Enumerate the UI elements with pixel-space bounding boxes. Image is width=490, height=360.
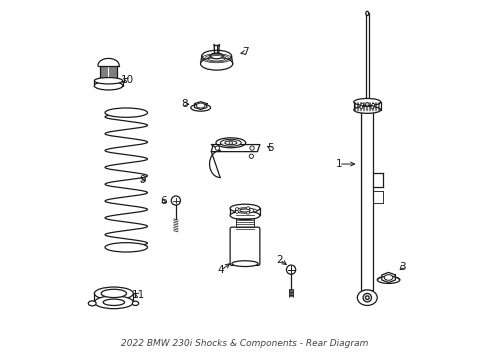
Circle shape — [246, 211, 249, 214]
Ellipse shape — [377, 276, 400, 283]
Circle shape — [236, 211, 239, 213]
Circle shape — [172, 196, 180, 205]
Ellipse shape — [230, 211, 260, 220]
Ellipse shape — [354, 106, 381, 113]
Ellipse shape — [191, 104, 211, 111]
Ellipse shape — [103, 299, 124, 306]
Ellipse shape — [196, 103, 205, 108]
Ellipse shape — [95, 287, 133, 300]
Ellipse shape — [210, 53, 223, 59]
Text: 7: 7 — [242, 48, 248, 57]
Circle shape — [361, 103, 364, 106]
Ellipse shape — [105, 243, 147, 252]
Text: 5: 5 — [267, 143, 274, 153]
Text: 3: 3 — [399, 262, 406, 272]
Text: 9: 9 — [140, 175, 146, 185]
Circle shape — [250, 146, 254, 150]
Ellipse shape — [216, 138, 245, 148]
FancyBboxPatch shape — [230, 227, 260, 265]
Circle shape — [229, 141, 233, 145]
Circle shape — [360, 105, 363, 108]
Circle shape — [371, 106, 374, 109]
Text: 11: 11 — [132, 290, 146, 300]
Ellipse shape — [95, 77, 122, 84]
Ellipse shape — [220, 139, 241, 146]
Ellipse shape — [354, 99, 381, 105]
Ellipse shape — [225, 141, 237, 145]
Circle shape — [249, 154, 253, 158]
Polygon shape — [382, 273, 395, 283]
FancyBboxPatch shape — [95, 81, 122, 86]
Circle shape — [287, 265, 295, 274]
Ellipse shape — [230, 204, 260, 212]
FancyBboxPatch shape — [354, 102, 381, 110]
Text: 1: 1 — [336, 159, 342, 169]
Ellipse shape — [105, 108, 147, 117]
Ellipse shape — [357, 290, 377, 306]
Circle shape — [366, 103, 369, 106]
Ellipse shape — [200, 57, 233, 70]
Ellipse shape — [132, 301, 139, 306]
FancyBboxPatch shape — [366, 13, 368, 100]
Text: 4: 4 — [218, 265, 224, 275]
Text: 8: 8 — [181, 99, 188, 109]
Ellipse shape — [202, 50, 232, 62]
Text: 10: 10 — [121, 75, 134, 85]
Circle shape — [246, 207, 249, 210]
Circle shape — [215, 146, 220, 150]
Text: 6: 6 — [160, 196, 167, 206]
Text: 2022 BMW 230i Shocks & Components - Rear Diagram: 2022 BMW 230i Shocks & Components - Rear… — [122, 339, 368, 348]
Ellipse shape — [101, 289, 126, 298]
Circle shape — [363, 293, 371, 302]
Ellipse shape — [232, 261, 258, 266]
Circle shape — [253, 209, 256, 212]
Circle shape — [366, 296, 369, 300]
Circle shape — [236, 208, 239, 211]
Ellipse shape — [366, 11, 368, 15]
Ellipse shape — [235, 208, 255, 213]
Ellipse shape — [95, 296, 133, 309]
Ellipse shape — [384, 275, 393, 280]
Ellipse shape — [88, 301, 96, 306]
Circle shape — [372, 103, 375, 106]
Polygon shape — [211, 145, 260, 152]
Ellipse shape — [240, 209, 250, 212]
Ellipse shape — [95, 81, 122, 90]
FancyBboxPatch shape — [361, 110, 373, 290]
Text: 2: 2 — [276, 255, 283, 265]
